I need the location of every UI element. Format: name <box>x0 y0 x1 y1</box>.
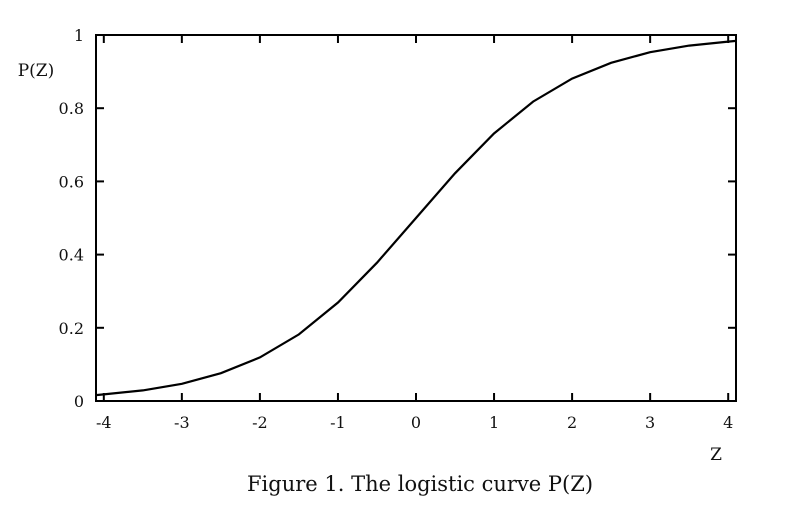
x-tick-labels: -4 -3 -2 -1 0 1 2 3 4 <box>96 413 733 432</box>
x-tick-label: 1 <box>489 413 499 432</box>
x-tick-label: -3 <box>174 413 190 432</box>
plot-frame <box>95 34 737 402</box>
x-tick-label: -4 <box>96 413 112 432</box>
y-tick-label: 1 <box>74 26 84 45</box>
y-tick-label: 0 <box>74 392 84 411</box>
y-tick-label: 0.8 <box>59 99 84 118</box>
y-tick-labels: 0 0.2 0.4 0.6 0.8 1 <box>59 26 84 411</box>
x-tick-label: 4 <box>723 413 733 432</box>
figure-caption: Figure 1. The logistic curve P(Z) <box>246 472 594 496</box>
x-tick-label: -1 <box>330 413 346 432</box>
x-tick-label: -2 <box>252 413 268 432</box>
x-axis-label: Z <box>710 445 722 465</box>
y-axis-label: P(Z) <box>18 61 55 81</box>
logistic-chart: -4 -3 -2 -1 0 1 2 3 4 0 0.2 0.4 0.6 0.8 1 Z P(Z) <box>18 26 737 465</box>
logistic-curve-line <box>95 39 737 397</box>
x-tick-label: 3 <box>645 413 655 432</box>
y-tick-label: 0.6 <box>59 172 84 191</box>
x-tick-label: 0 <box>411 413 421 432</box>
y-tick-label: 0.2 <box>59 319 84 338</box>
x-tick-label: 2 <box>567 413 577 432</box>
y-tick-label: 0.4 <box>59 246 84 265</box>
